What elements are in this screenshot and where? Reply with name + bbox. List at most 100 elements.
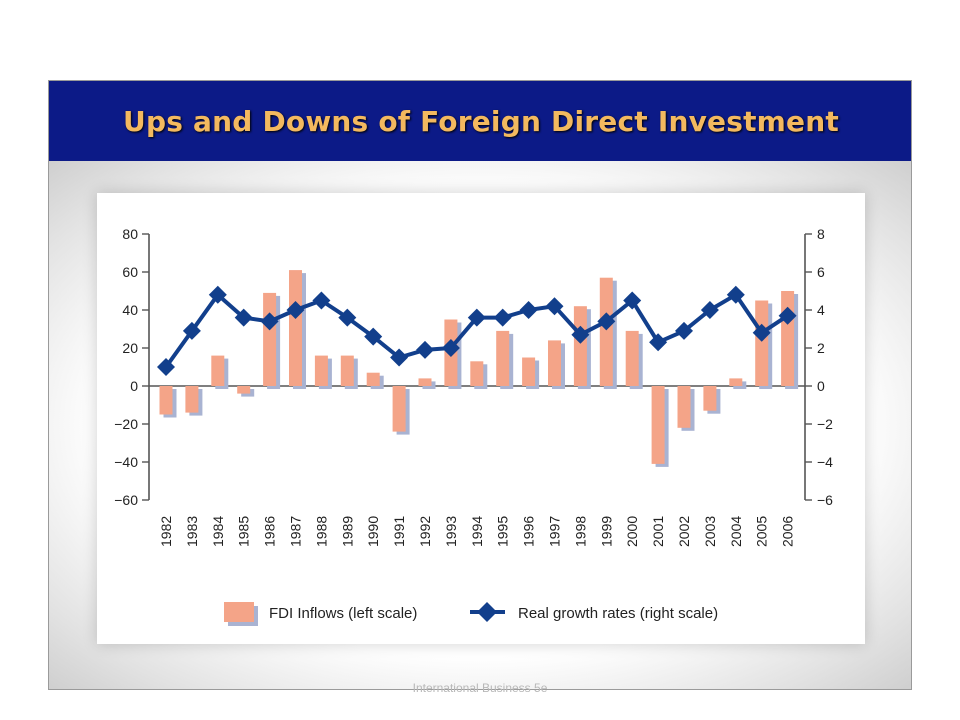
fdi-bar xyxy=(340,355,354,386)
fdi-bar xyxy=(263,292,277,386)
right-tick-label: 8 xyxy=(817,226,825,242)
fdi-bar xyxy=(314,355,328,386)
x-tick-label: 2006 xyxy=(780,516,796,547)
right-tick-label: −2 xyxy=(817,416,833,432)
fdi-bar xyxy=(366,372,380,386)
growth-rate-marker xyxy=(675,321,693,340)
growth-rate-marker xyxy=(157,358,175,376)
x-tick-label: 2002 xyxy=(676,516,692,547)
title-bar: Ups and Downs of Foreign Direct Investme… xyxy=(49,81,911,161)
growth-rate-marker xyxy=(182,321,201,340)
left-tick-label: 0 xyxy=(130,378,138,394)
fdi-bar xyxy=(470,361,484,386)
left-tick-label: −60 xyxy=(114,492,138,508)
growth-rate-marker xyxy=(545,297,564,316)
x-tick-label: 1995 xyxy=(495,516,511,547)
left-tick-label: 40 xyxy=(122,302,138,318)
x-tick-label: 1985 xyxy=(236,516,252,547)
slide-title: Ups and Downs of Foreign Direct Investme… xyxy=(123,104,839,138)
fdi-bar xyxy=(729,378,743,386)
growth-rate-marker xyxy=(390,348,409,367)
growth-rate-marker xyxy=(286,301,305,319)
growth-rate-marker xyxy=(493,308,512,327)
growth-rate-marker xyxy=(649,333,668,352)
fdi-bar xyxy=(522,357,536,386)
growth-rate-marker xyxy=(364,327,383,346)
right-tick-label: −6 xyxy=(817,492,833,508)
x-tick-label: 1991 xyxy=(391,516,407,547)
left-tick-label: −40 xyxy=(114,454,138,470)
growth-rate-marker xyxy=(260,312,279,331)
left-tick-label: 80 xyxy=(122,226,138,242)
fdi-bar xyxy=(781,291,795,386)
fdi-bar xyxy=(599,277,613,386)
x-tick-label: 2005 xyxy=(754,516,770,547)
growth-rate-marker xyxy=(208,285,227,304)
slide-footer: International Business 5e xyxy=(412,681,548,695)
fdi-bar xyxy=(625,330,639,386)
right-tick-label: 6 xyxy=(817,264,825,280)
growth-rate-marker xyxy=(441,339,460,357)
x-tick-label: 1998 xyxy=(572,516,588,547)
x-tick-label: 1992 xyxy=(417,516,433,547)
x-tick-label: 1996 xyxy=(521,516,537,547)
chart-legend: FDI Inflows (left scale) Real growth rate… xyxy=(224,602,718,626)
fdi-bar xyxy=(159,386,173,415)
fdi-bar xyxy=(496,330,510,386)
fdi-bar xyxy=(677,386,691,428)
x-tick-label: 2000 xyxy=(624,516,640,547)
left-tick-label: −20 xyxy=(114,416,138,432)
x-tick-label: 1994 xyxy=(469,516,485,547)
growth-rate-marker xyxy=(726,285,745,304)
x-tick-label: 1988 xyxy=(313,516,329,547)
growth-rate-marker xyxy=(700,301,719,319)
x-tick-label: 2003 xyxy=(702,516,718,547)
growth-rate-marker xyxy=(234,308,253,327)
growth-rate-marker xyxy=(597,312,616,331)
x-tick-label: 2001 xyxy=(650,516,666,547)
x-tick-label: 1983 xyxy=(184,516,200,547)
growth-rate-marker xyxy=(416,340,434,359)
x-tick-label: 1993 xyxy=(443,516,459,547)
x-tick-label: 1986 xyxy=(262,516,278,547)
growth-rate-marker xyxy=(519,301,538,319)
left-tick-label: 20 xyxy=(122,340,138,356)
fdi-bar xyxy=(418,378,432,386)
fdi-bar xyxy=(237,386,251,394)
right-tick-label: 2 xyxy=(817,340,825,356)
right-tick-label: −4 xyxy=(817,454,833,470)
x-tick-label: 1997 xyxy=(547,516,563,547)
fdi-bar xyxy=(755,300,769,386)
slide-frame: Ups and Downs of Foreign Direct Investme… xyxy=(48,80,912,690)
growth-rate-marker xyxy=(338,308,357,327)
x-tick-label: 2004 xyxy=(728,516,744,547)
chart-card: 80 60 40 20 0 −20 −40 −60 8 6 4 2 0 −2 −4 −6 1982 1983 198… xyxy=(97,193,865,644)
legend-bar-swatch xyxy=(224,602,254,622)
growth-rate-marker xyxy=(623,291,642,310)
right-tick-label: 4 xyxy=(817,302,825,318)
growth-rate-line xyxy=(164,292,789,369)
growth-rate-marker xyxy=(752,323,771,342)
x-tick-label: 1989 xyxy=(339,516,355,547)
right-tick-label: 0 xyxy=(817,378,825,394)
fdi-bar xyxy=(211,355,225,386)
growth-rate-marker xyxy=(312,291,331,310)
fdi-bar xyxy=(548,340,561,386)
x-tick-label: 1990 xyxy=(365,516,381,547)
legend-line-marker xyxy=(477,602,497,622)
x-tick-label: 1984 xyxy=(210,516,226,547)
fdi-bar xyxy=(573,306,587,386)
x-tick-label: 1999 xyxy=(598,516,614,547)
fdi-bar xyxy=(392,386,406,432)
left-tick-label: 60 xyxy=(122,264,138,280)
x-tick-label: 1987 xyxy=(288,516,304,547)
growth-rate-marker xyxy=(778,306,797,325)
fdi-bar xyxy=(651,386,665,464)
fdi-bar xyxy=(289,270,302,386)
legend-bar-label: FDI Inflows (left scale) xyxy=(269,605,417,622)
fdi-bar xyxy=(185,386,199,413)
x-tick-label: 1982 xyxy=(158,516,174,547)
growth-rate-marker xyxy=(571,325,590,344)
fdi-bar xyxy=(703,386,717,411)
